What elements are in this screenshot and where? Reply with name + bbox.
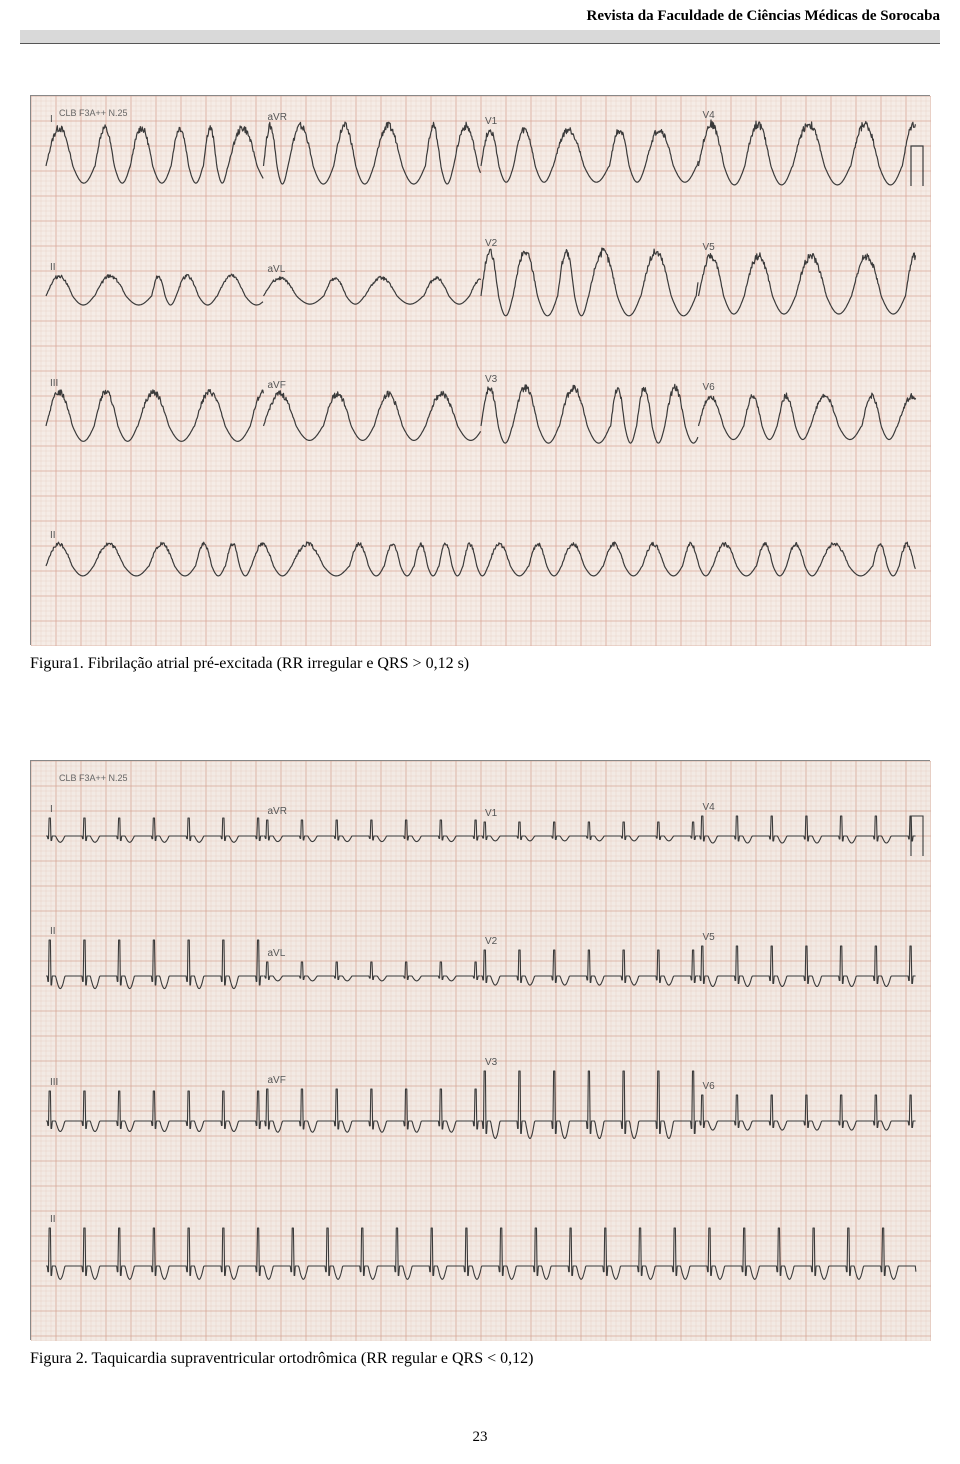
svg-text:V5: V5: [703, 242, 716, 253]
figure2-caption: Figura 2. Taquicardia supraventricular o…: [30, 1350, 533, 1368]
svg-text:aVF: aVF: [268, 380, 286, 391]
svg-text:aVL: aVL: [268, 948, 286, 959]
svg-text:CLB F3A++ N.25: CLB F3A++ N.25: [59, 773, 128, 783]
header-rule: [20, 30, 940, 44]
ecg-figure-1: CLB F3A++ N.25 IaVR V1 V4 II aVL V2 V5 III aVF V3 V…: [30, 95, 930, 645]
figure1-caption: Figura1. Fibrilação atrial pré-excitada …: [30, 655, 469, 673]
svg-text:V2: V2: [485, 936, 498, 947]
svg-text:II: II: [50, 1214, 56, 1225]
svg-text:V3: V3: [485, 1057, 498, 1068]
svg-text:aVR: aVR: [268, 112, 287, 123]
ecg-figure-2: CLB F3A++ N.25 IaVR V1 V4 II aVL V2 V5 III aVF V3 V…: [30, 760, 930, 1340]
svg-text:aVR: aVR: [268, 806, 287, 817]
svg-text:V1: V1: [485, 808, 498, 819]
journal-title: Revista da Faculdade de Ciências Médicas…: [587, 8, 940, 25]
figure2-caption-label: Figura 2.: [30, 1350, 88, 1367]
svg-text:V4: V4: [703, 802, 716, 813]
svg-text:V3: V3: [485, 374, 498, 385]
svg-text:aVL: aVL: [268, 264, 286, 275]
svg-text:III: III: [50, 1077, 58, 1088]
svg-text:II: II: [50, 262, 56, 273]
svg-text:V6: V6: [703, 382, 716, 393]
svg-text:I: I: [50, 114, 53, 125]
svg-text:III: III: [50, 378, 58, 389]
svg-text:II: II: [50, 530, 56, 541]
svg-text:V2: V2: [485, 238, 498, 249]
svg-text:V6: V6: [703, 1081, 716, 1092]
svg-text:I: I: [50, 804, 53, 815]
svg-text:V5: V5: [703, 932, 716, 943]
figure1-caption-text: Fibrilação atrial pré-excitada (RR irreg…: [84, 655, 469, 672]
figure2-caption-text: Taquicardia supraventricular ortodrômica…: [88, 1350, 534, 1367]
svg-text:II: II: [50, 926, 56, 937]
svg-text:V1: V1: [485, 116, 498, 127]
figure1-caption-label: Figura1.: [30, 655, 84, 672]
svg-text:V4: V4: [703, 110, 716, 121]
svg-text:aVF: aVF: [268, 1075, 286, 1086]
page-number: 23: [0, 1429, 960, 1446]
svg-text:CLB F3A++ N.25: CLB F3A++ N.25: [59, 108, 128, 118]
